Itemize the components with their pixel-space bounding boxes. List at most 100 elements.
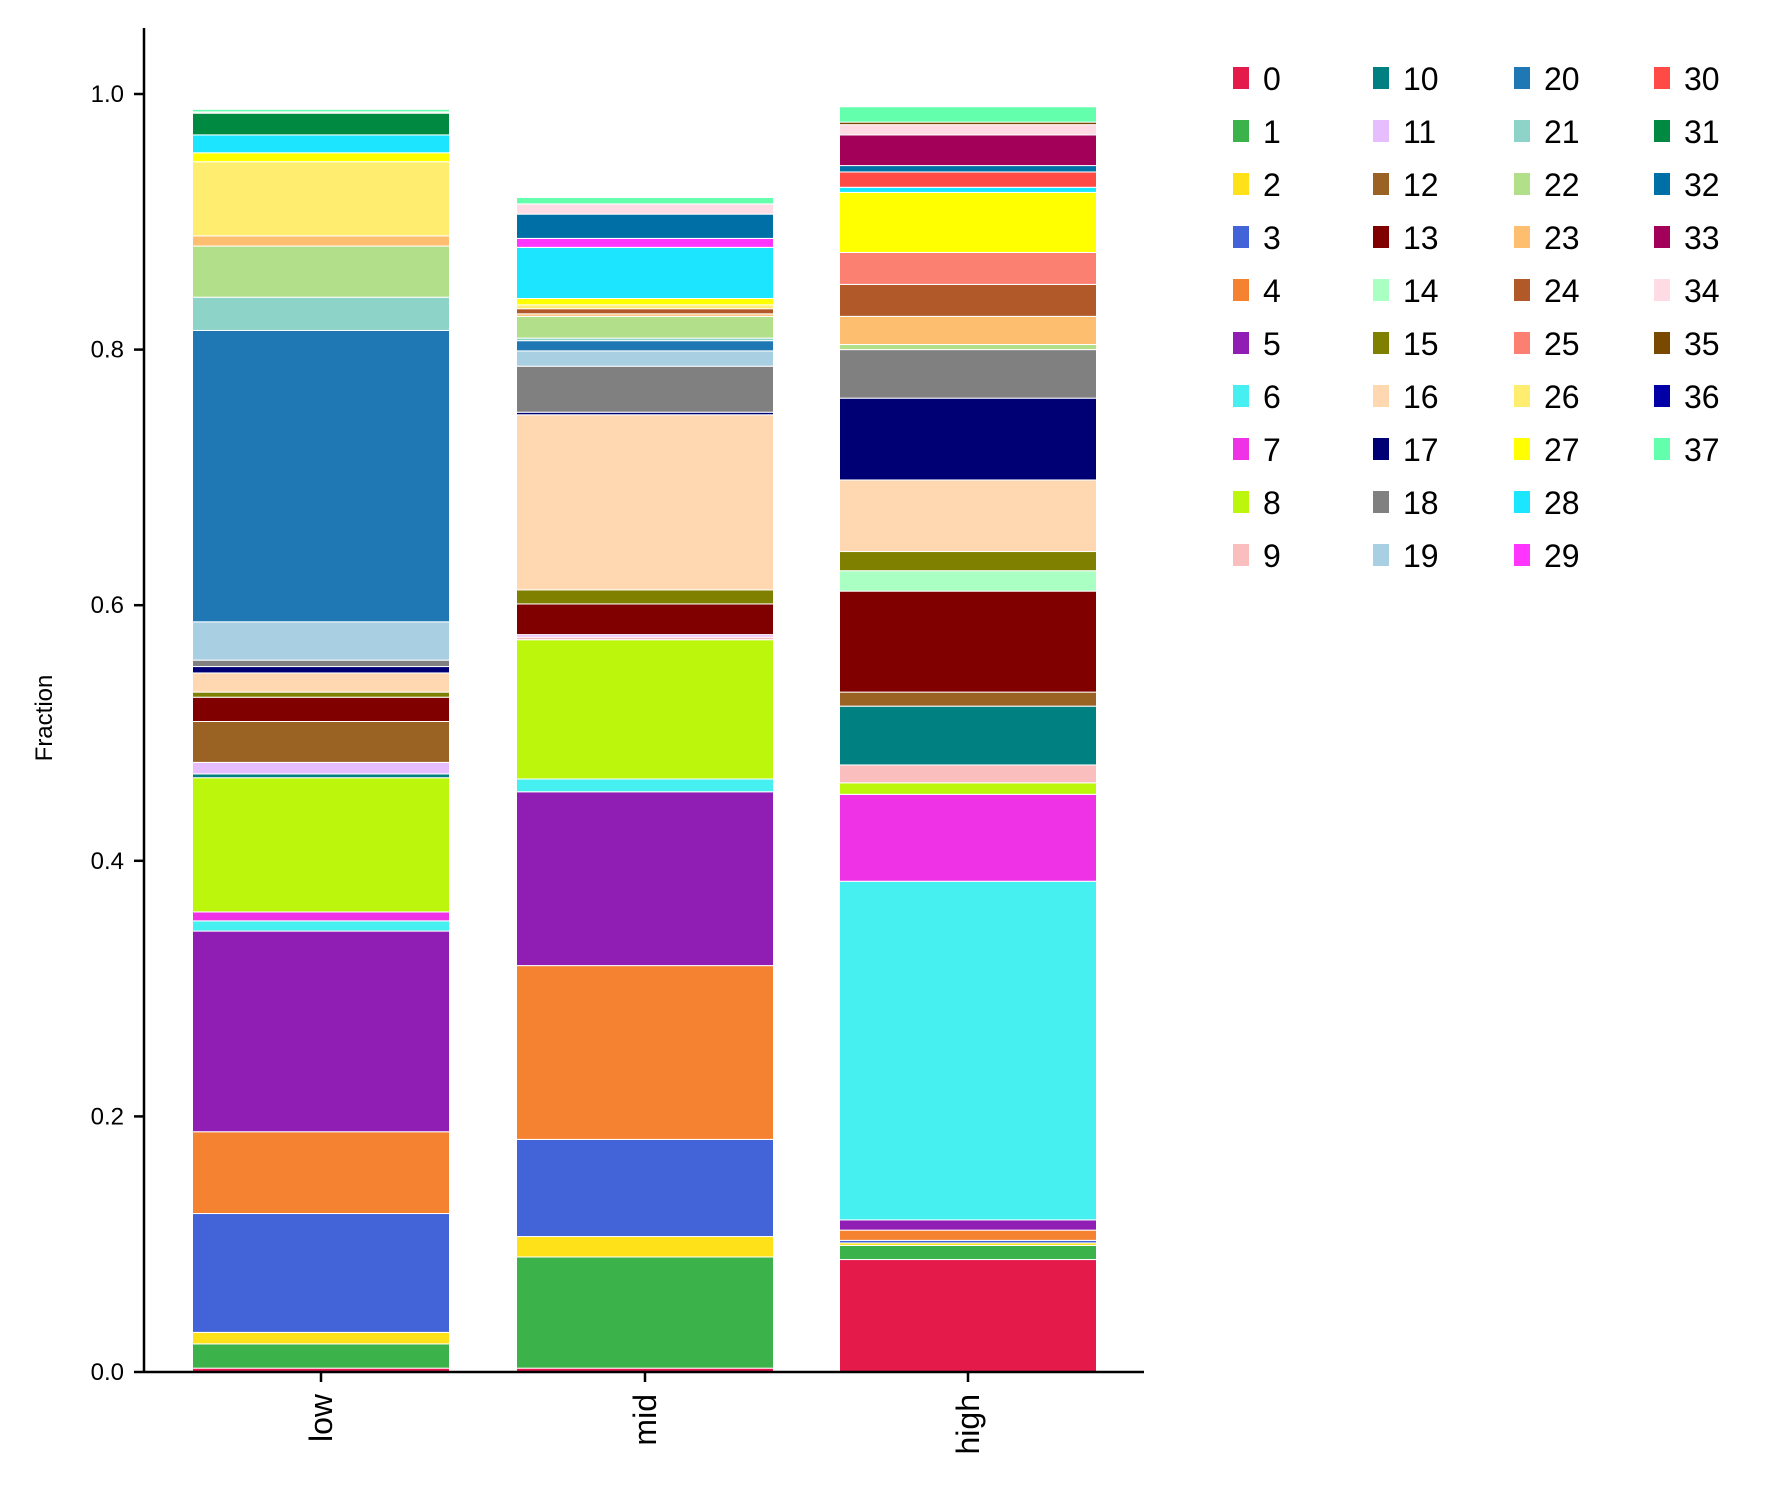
legend-item-31: 31 <box>1654 114 1720 150</box>
bar-segment-low-10 <box>192 773 450 779</box>
legend-swatch <box>1514 332 1530 354</box>
legend-swatch <box>1654 173 1670 195</box>
legend-swatch <box>1373 438 1389 460</box>
legend-item-36: 36 <box>1654 379 1720 415</box>
legend-label: 15 <box>1403 326 1439 362</box>
bar-segment-high-32 <box>839 165 1097 173</box>
legend-item-13: 13 <box>1373 220 1439 256</box>
legend-swatch <box>1514 438 1530 460</box>
legend-label: 37 <box>1684 432 1720 468</box>
legend-swatch <box>1233 120 1249 142</box>
legend-item-37: 37 <box>1654 432 1720 468</box>
legend-item-1: 1 <box>1233 114 1281 150</box>
legend-swatch <box>1514 120 1530 142</box>
legend-label: 20 <box>1544 61 1580 97</box>
legend-swatch <box>1373 544 1389 566</box>
bar-segment-high-13 <box>839 590 1097 693</box>
legend-swatch <box>1514 385 1530 407</box>
legend-item-15: 15 <box>1373 326 1439 362</box>
bar-segment-mid-32 <box>516 213 774 239</box>
legend-label: 2 <box>1263 167 1281 203</box>
legend-item-21: 21 <box>1514 114 1580 150</box>
y-tick-label: 0.4 <box>91 848 124 875</box>
bar-segment-low-13 <box>192 696 450 722</box>
bar-segment-mid-1 <box>516 1256 774 1369</box>
legend-swatch <box>1233 279 1249 301</box>
legend-swatch <box>1373 120 1389 142</box>
bar-segment-low-20 <box>192 329 450 623</box>
legend-item-7: 7 <box>1233 432 1281 468</box>
legend-item-2: 2 <box>1233 167 1281 203</box>
bar-segment-high-33 <box>839 134 1097 167</box>
legend-item-5: 5 <box>1233 326 1281 362</box>
x-ticks: low mid high <box>303 1372 986 1455</box>
bar-stack-high <box>839 106 1097 1373</box>
legend-item-6: 6 <box>1233 379 1281 415</box>
bar-segment-mid-6 <box>516 778 774 793</box>
bar-segment-high-1 <box>839 1244 1097 1261</box>
bar-segment-mid-13 <box>516 603 774 636</box>
legend-item-18: 18 <box>1373 485 1439 521</box>
legend-item-34: 34 <box>1654 273 1720 309</box>
legend-item-0: 0 <box>1233 61 1281 97</box>
x-tick-label-mid: mid <box>627 1394 663 1446</box>
bar-segment-low-2 <box>192 1331 450 1345</box>
bar-segment-high-23 <box>839 315 1097 345</box>
bar-segment-low-23 <box>192 235 450 247</box>
bar-segment-low-26 <box>192 161 450 237</box>
legend-item-30: 30 <box>1654 61 1720 97</box>
legend-item-27: 27 <box>1514 432 1580 468</box>
bar-segment-high-37 <box>839 106 1097 123</box>
legend-label: 6 <box>1263 379 1281 415</box>
bar-segment-high-0 <box>839 1259 1097 1373</box>
bar-segment-high-27 <box>839 191 1097 253</box>
bar-segment-mid-3 <box>516 1138 774 1238</box>
legend-label: 19 <box>1403 538 1439 574</box>
bar-segment-low-6 <box>192 920 450 932</box>
bar-segment-high-12 <box>839 691 1097 707</box>
bar-segment-mid-24 <box>516 308 774 315</box>
bar-segment-low-18 <box>192 659 450 668</box>
legend-swatch <box>1514 226 1530 248</box>
bar-segment-low-17 <box>192 666 450 674</box>
legend-swatch <box>1233 438 1249 460</box>
bar-segment-mid-34 <box>516 203 774 215</box>
legend-swatch <box>1373 226 1389 248</box>
bar-segment-high-5 <box>839 1219 1097 1231</box>
legend-label: 31 <box>1684 114 1720 150</box>
bar-segment-mid-15 <box>516 589 774 605</box>
bar-segment-low-16 <box>192 672 450 693</box>
bar-segment-high-6 <box>839 880 1097 1221</box>
legend-label: 26 <box>1544 379 1580 415</box>
legend-swatch <box>1654 279 1670 301</box>
legend-item-10: 10 <box>1373 61 1439 97</box>
legend-swatch <box>1233 173 1249 195</box>
bar-segment-low-28 <box>192 134 450 154</box>
legend-swatch <box>1233 385 1249 407</box>
bar-segment-mid-4 <box>516 965 774 1140</box>
legend-label: 30 <box>1684 61 1720 97</box>
legend-label: 35 <box>1684 326 1720 362</box>
y-tick-label: 0.2 <box>91 1103 124 1130</box>
legend-item-32: 32 <box>1654 167 1720 203</box>
bar-segment-high-10 <box>839 705 1097 766</box>
legend-swatch <box>1514 173 1530 195</box>
legend-label: 36 <box>1684 379 1720 415</box>
bar-stack-low <box>192 108 450 1373</box>
bar-segment-high-14 <box>839 570 1097 592</box>
bar-segment-high-9 <box>839 764 1097 784</box>
legend-item-12: 12 <box>1373 167 1439 203</box>
bar-segment-high-30 <box>839 171 1097 188</box>
bar-segment-high-7 <box>839 793 1097 882</box>
legend-item-11: 11 <box>1373 114 1436 150</box>
bar-segment-mid-19 <box>516 350 774 367</box>
bars-layer <box>192 106 1097 1373</box>
legend-label: 18 <box>1403 485 1439 521</box>
bar-segment-high-17 <box>839 397 1097 481</box>
bar-segment-mid-2 <box>516 1236 774 1258</box>
legend-swatch <box>1233 544 1249 566</box>
legend-swatch <box>1233 491 1249 513</box>
x-tick-label-high: high <box>950 1394 986 1455</box>
